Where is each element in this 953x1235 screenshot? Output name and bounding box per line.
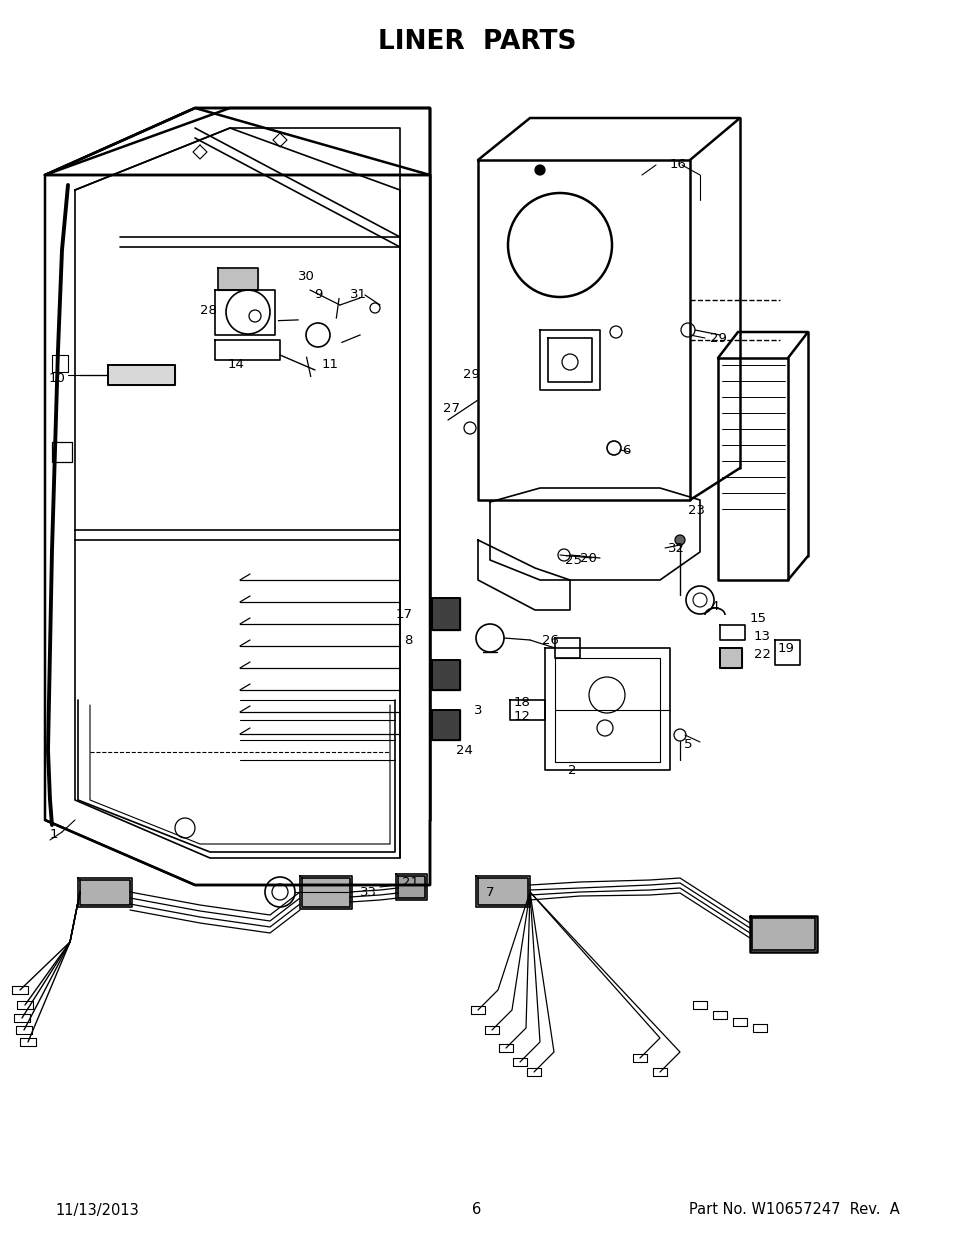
- Text: 17: 17: [395, 609, 413, 621]
- Polygon shape: [751, 918, 814, 950]
- Text: 21: 21: [401, 876, 418, 888]
- Text: 30: 30: [297, 269, 314, 283]
- Polygon shape: [720, 648, 741, 668]
- Text: 8: 8: [404, 634, 413, 646]
- Text: 11: 11: [322, 358, 338, 372]
- Text: 26: 26: [541, 634, 558, 646]
- Text: 19: 19: [778, 641, 794, 655]
- Text: 31: 31: [350, 288, 367, 300]
- Text: 22: 22: [753, 648, 770, 662]
- Polygon shape: [397, 876, 424, 898]
- Text: 11/13/2013: 11/13/2013: [55, 1203, 138, 1218]
- Text: Part No. W10657247  Rev.  A: Part No. W10657247 Rev. A: [688, 1203, 899, 1218]
- Text: 9: 9: [314, 289, 322, 301]
- Text: 28: 28: [200, 304, 216, 316]
- Polygon shape: [302, 878, 350, 906]
- Text: 14: 14: [228, 358, 245, 372]
- Circle shape: [675, 535, 684, 545]
- Text: 4: 4: [709, 600, 718, 614]
- Text: 33: 33: [359, 885, 376, 899]
- Polygon shape: [108, 366, 174, 385]
- Circle shape: [535, 165, 544, 175]
- Text: 10: 10: [48, 372, 65, 384]
- Text: 18: 18: [514, 695, 530, 709]
- Text: 24: 24: [456, 743, 473, 757]
- Text: 29: 29: [709, 331, 726, 345]
- Text: 25: 25: [564, 553, 581, 567]
- Text: 6: 6: [621, 443, 630, 457]
- Text: 5: 5: [683, 739, 692, 752]
- Text: 13: 13: [753, 631, 770, 643]
- Text: 3: 3: [474, 704, 482, 716]
- Text: LINER  PARTS: LINER PARTS: [377, 28, 576, 56]
- Text: 20: 20: [579, 552, 597, 564]
- Polygon shape: [432, 710, 459, 740]
- Polygon shape: [477, 878, 527, 905]
- Text: 27: 27: [442, 401, 459, 415]
- Text: 1: 1: [50, 829, 58, 841]
- Text: 12: 12: [514, 710, 531, 724]
- Polygon shape: [218, 268, 257, 290]
- Text: 23: 23: [687, 504, 704, 516]
- Polygon shape: [432, 659, 459, 690]
- Text: 16: 16: [669, 158, 686, 172]
- Text: 29: 29: [462, 368, 479, 382]
- Text: 2: 2: [567, 763, 576, 777]
- Text: 6: 6: [472, 1203, 481, 1218]
- Text: 15: 15: [749, 611, 766, 625]
- Text: 32: 32: [667, 541, 684, 555]
- Polygon shape: [432, 598, 459, 630]
- Polygon shape: [80, 881, 130, 905]
- Text: 7: 7: [485, 885, 494, 899]
